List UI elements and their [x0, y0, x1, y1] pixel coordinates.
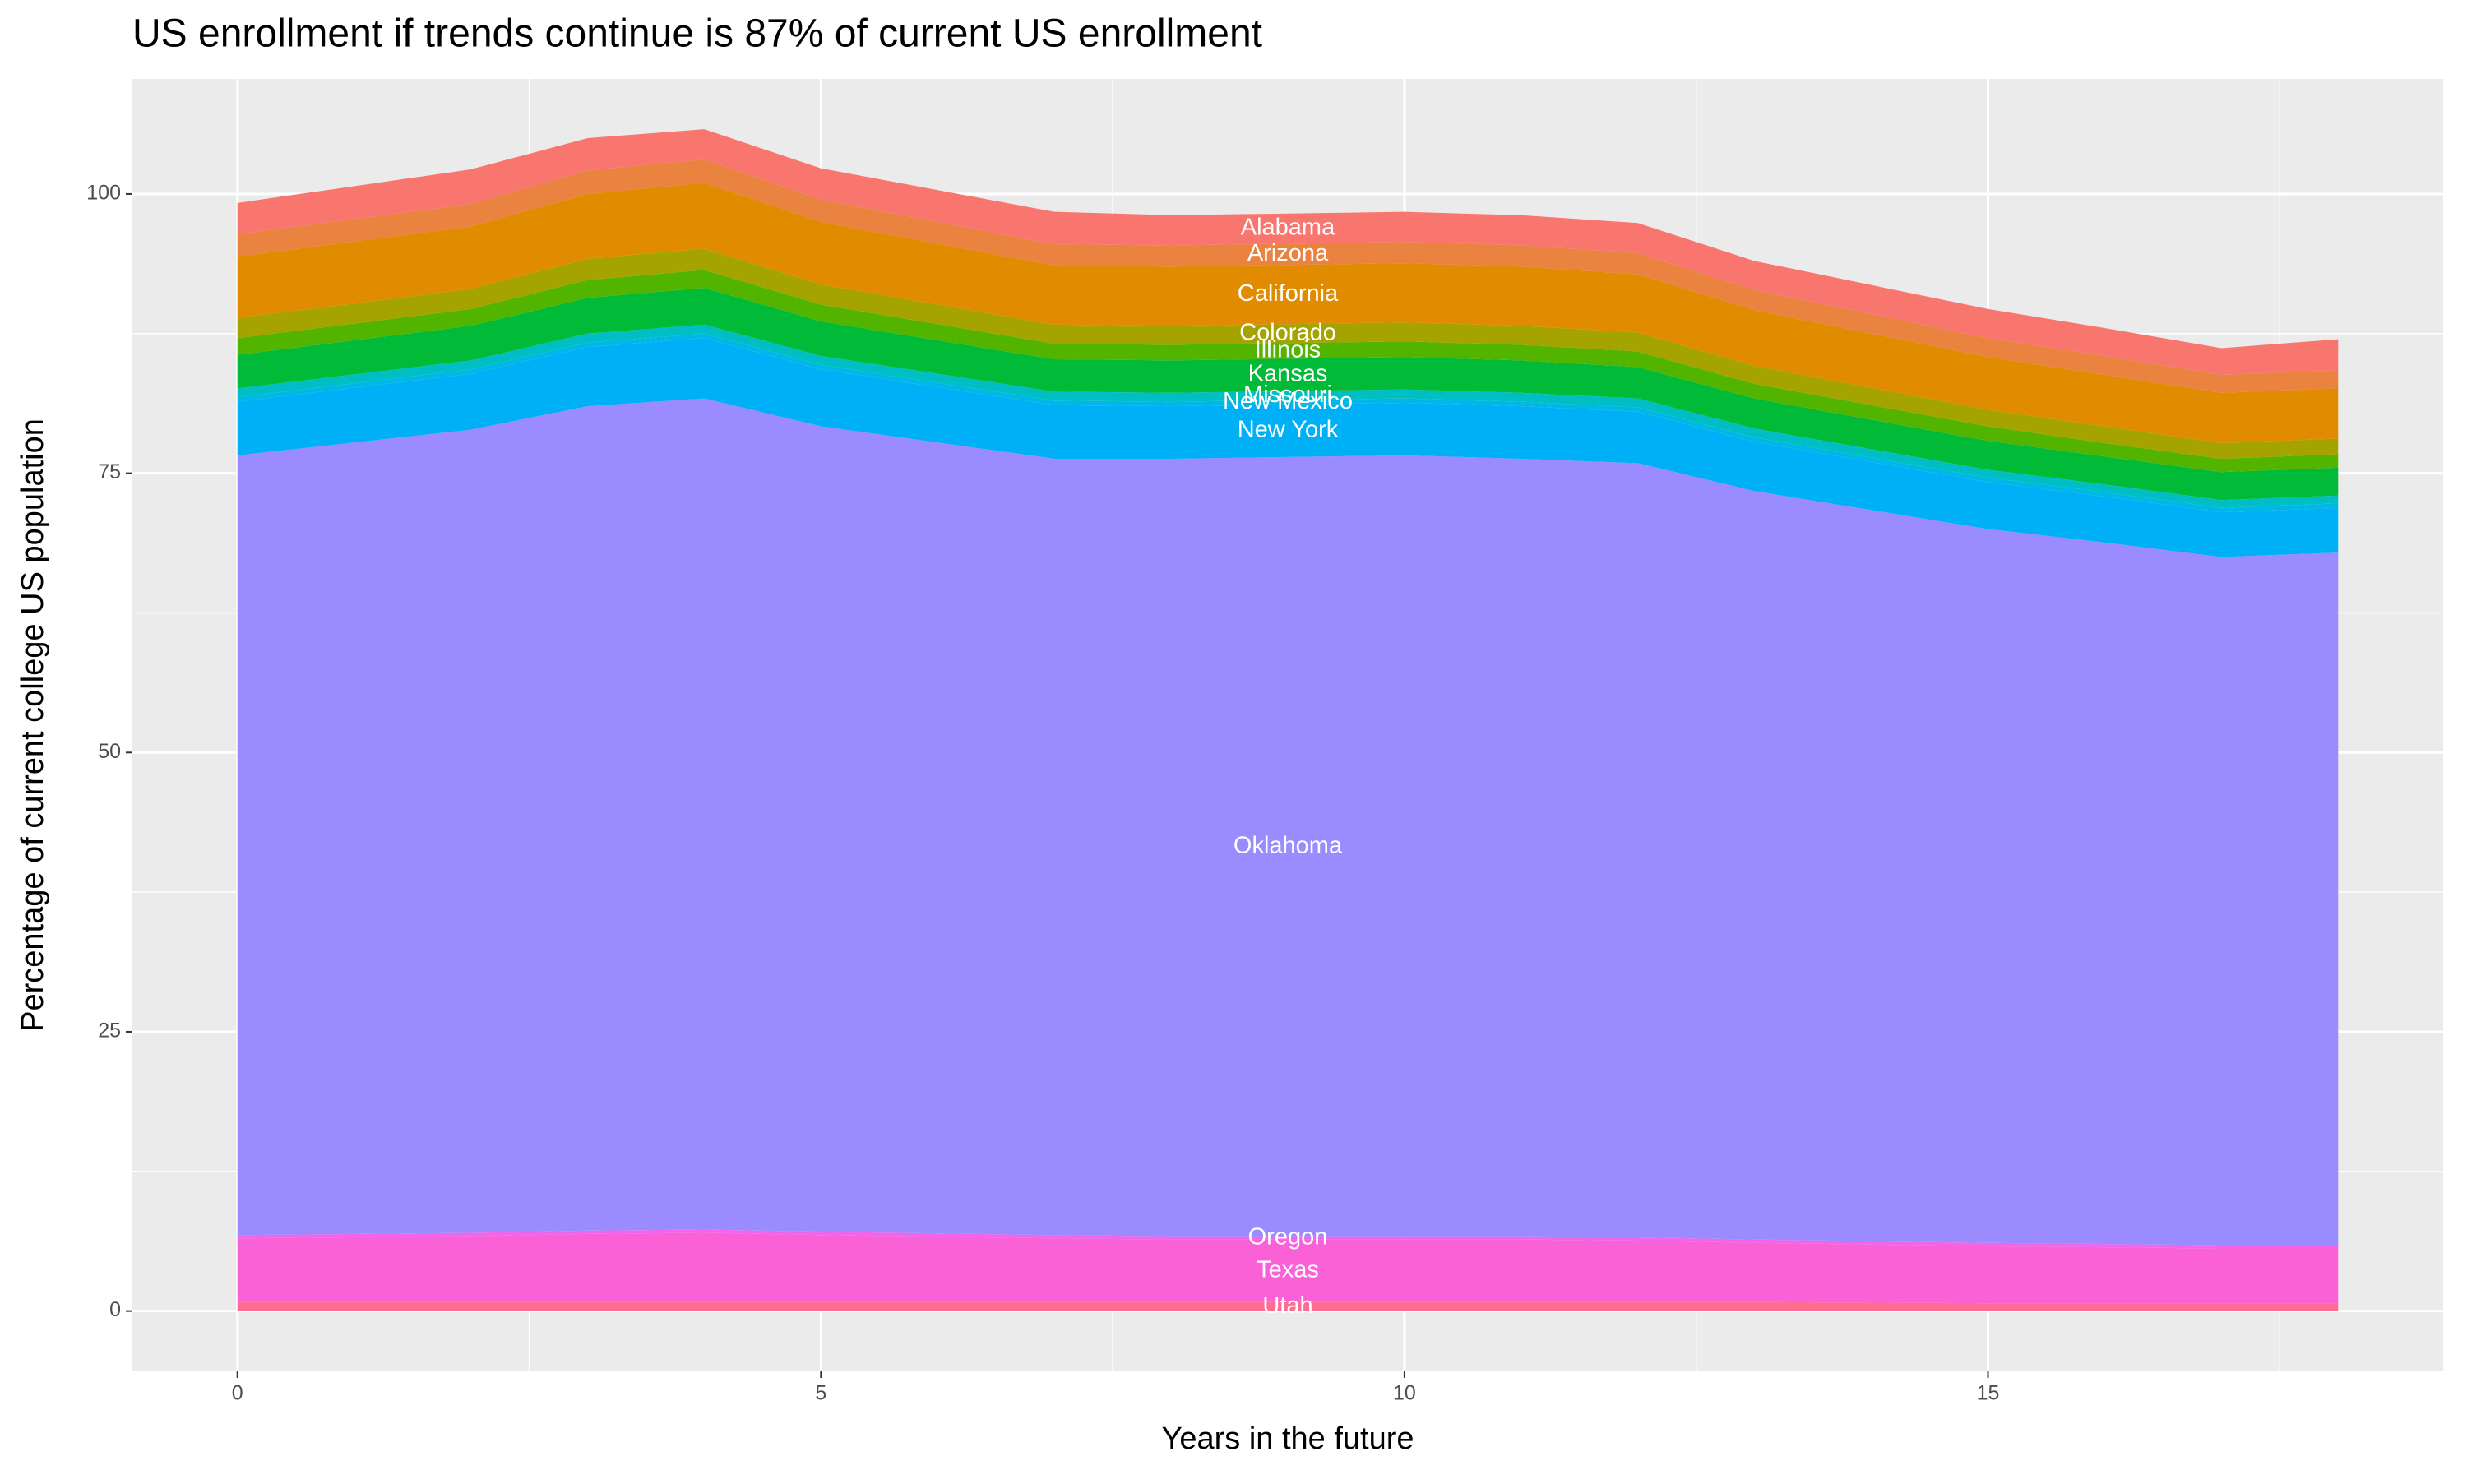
- area: [237, 338, 2339, 557]
- chart-title: US enrollment if trends continue is 87% …: [132, 12, 1262, 56]
- series-label: New Mexico: [1223, 388, 1353, 414]
- area: [237, 1301, 2339, 1311]
- area: [237, 129, 2339, 376]
- area: [237, 1229, 2339, 1249]
- series-label: Oklahoma: [1234, 832, 1343, 858]
- y-axis-title: Percentage of current college US populat…: [16, 418, 50, 1032]
- series-label: Texas: [1257, 1256, 1319, 1283]
- x-axis-title: Years in the future: [1161, 1422, 1414, 1456]
- y-tick-label: 25: [98, 1019, 121, 1042]
- y-tick-label: 0: [109, 1298, 121, 1321]
- area: [237, 248, 2339, 459]
- series-label: Utah: [1262, 1292, 1312, 1319]
- series-label: Arizona: [1247, 240, 1329, 266]
- area: [237, 183, 2339, 443]
- y-tick-label: 100: [86, 182, 121, 205]
- series-label: Colorado: [1239, 319, 1336, 345]
- series-label: Oregon: [1248, 1223, 1328, 1250]
- series-label: New York: [1238, 417, 1339, 443]
- area: [237, 398, 2339, 1246]
- area: [237, 159, 2339, 393]
- series-label: Kansas: [1248, 361, 1328, 387]
- y-tick-label: 50: [98, 740, 121, 763]
- x-tick-label: 10: [1393, 1382, 1416, 1405]
- area: [237, 1232, 2339, 1304]
- area: [237, 324, 2339, 508]
- series-label: California: [1238, 280, 1339, 307]
- series-label: Illinois: [1255, 336, 1321, 363]
- x-tick-label: 15: [1977, 1382, 2000, 1405]
- y-tick-label: 75: [98, 460, 121, 483]
- x-tick-label: 5: [815, 1382, 826, 1405]
- series-label: Alabama: [1241, 215, 1335, 241]
- area: [237, 288, 2339, 501]
- series-label: Missouri: [1243, 381, 1332, 408]
- area: [237, 270, 2339, 473]
- x-tick-label: 0: [232, 1382, 243, 1405]
